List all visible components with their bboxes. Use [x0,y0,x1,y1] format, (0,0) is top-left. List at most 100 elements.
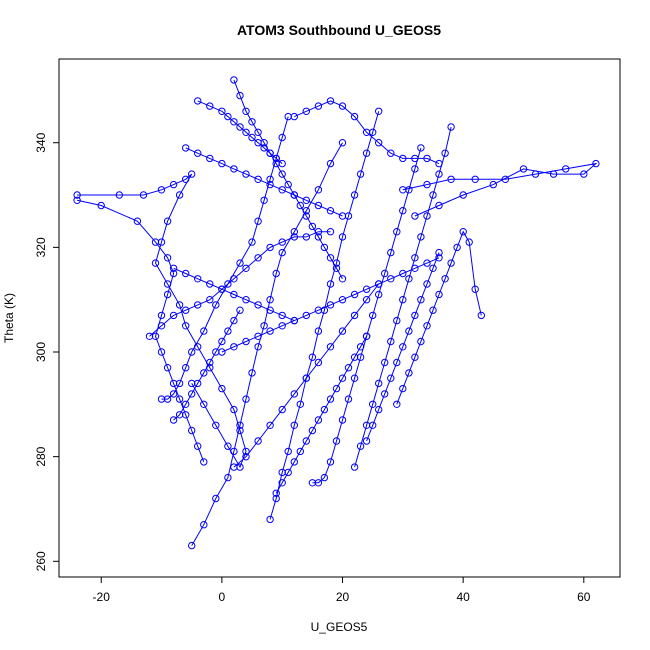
data-point [242,170,250,178]
series-line [366,252,440,442]
series-line [275,336,368,494]
data-point [296,447,304,456]
data-point [254,301,262,309]
data-point [266,327,274,335]
data-point [296,201,304,210]
data-point [326,254,335,262]
x-axis-label: U_GEOS5 [311,620,368,634]
data-point [175,301,184,309]
data-point [242,128,250,137]
series-line [221,257,440,353]
data-point [326,395,335,403]
data-point [254,332,262,340]
data-point [405,369,413,377]
data-point [344,364,353,372]
data-point [369,311,377,320]
data-point [489,180,497,189]
series-line [294,100,440,165]
data-point [194,275,202,283]
data-point [278,405,286,414]
data-point [188,390,196,398]
data-point [260,196,268,205]
data-point [302,374,310,382]
data-point [242,453,250,461]
y-tick-label: 340 [34,132,48,152]
data-point [182,144,190,152]
data-point [73,191,81,199]
data-point [314,416,323,424]
data-point [230,463,238,471]
series-3 [157,112,292,403]
data-point [375,379,383,388]
data-point [175,191,184,199]
data-point [266,149,274,157]
data-point [308,353,317,361]
data-point [278,311,286,320]
data-point [224,473,232,482]
data-point [230,76,238,84]
data-point [302,212,310,220]
data-point [302,311,310,320]
data-point [296,400,304,408]
data-point [326,280,335,288]
series-line [173,267,295,322]
data-point [139,191,148,199]
data-point [248,133,256,142]
data-point [435,201,443,210]
data-point [206,102,214,110]
data-point [338,296,347,304]
series-12 [230,76,347,283]
data-point [344,395,353,403]
data-point [435,254,443,262]
y-tick-label: 300 [34,342,48,362]
data-point [284,447,292,456]
data-point [302,107,310,116]
series-line [233,79,343,280]
data-point [326,301,335,309]
data-point [411,212,419,220]
data-point [320,473,329,482]
data-point [260,322,268,330]
data-point [97,201,105,210]
data-point [175,379,184,388]
data-point [182,269,190,278]
data-point [423,280,431,288]
y-tick-label: 320 [34,237,48,257]
data-point [592,159,600,168]
data-point [362,296,371,304]
data-point [314,306,323,314]
x-tick-label: 40 [456,590,470,604]
chart-title: ATOM3 Southbound U_GEOS5 [237,22,441,38]
data-point [290,316,298,325]
data-point [362,285,371,293]
data-point [145,332,154,340]
data-point [549,170,558,178]
data-point [254,128,262,137]
data-point [157,186,166,194]
data-point [393,316,401,325]
data-point [338,374,347,382]
data-point [236,91,244,100]
data-point [290,112,298,121]
data-point [338,139,347,147]
data-point [248,369,256,377]
data-point [272,494,280,503]
data-point [236,123,244,131]
data-point [387,149,395,157]
data-point [163,217,172,225]
data-point [447,175,455,184]
data-point [230,405,238,414]
data-point [218,285,226,293]
data-point [375,290,383,299]
data-point [278,322,286,330]
data-point [73,196,81,205]
data-point [320,243,329,252]
series-14 [169,306,244,424]
data-point [562,165,570,173]
data-point [405,327,413,335]
data-point [175,395,184,403]
data-point [411,311,419,320]
data-point [519,165,528,173]
series-1 [73,170,250,471]
series-line [149,231,331,337]
